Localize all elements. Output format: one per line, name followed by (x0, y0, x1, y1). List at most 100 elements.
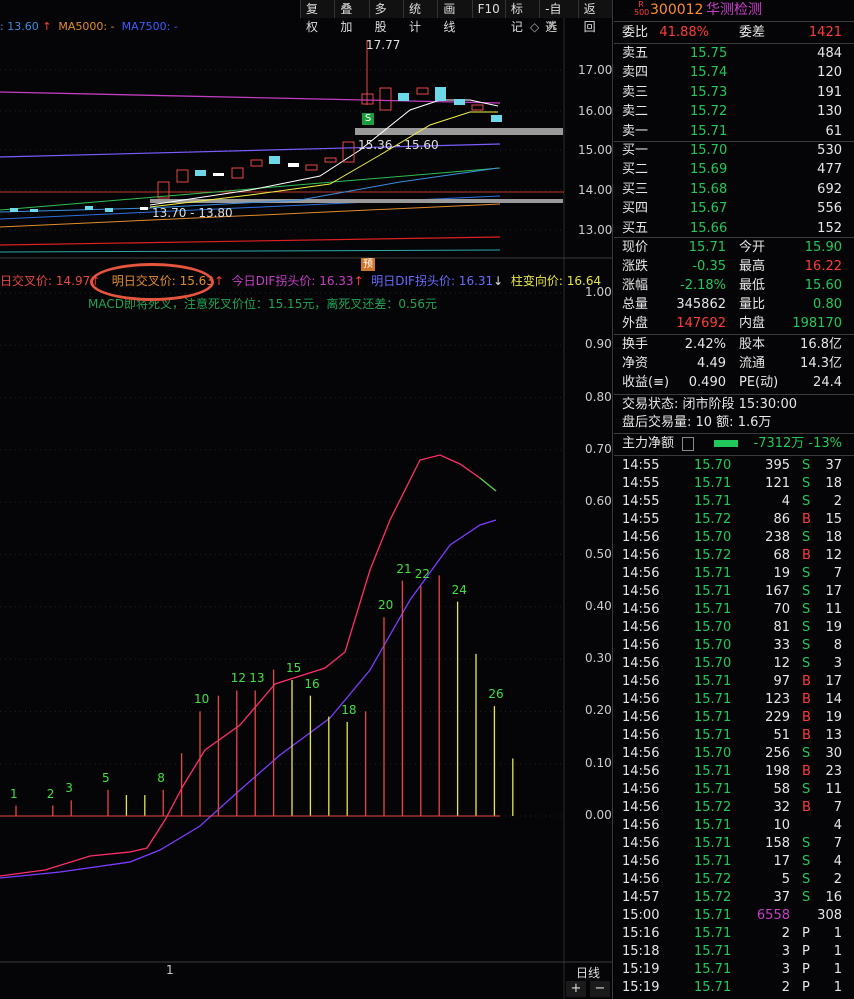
chart-bottom-bar: 1 日线 + − (0, 962, 612, 999)
tick-row: 15:18 15.71 3 P 1 (614, 943, 854, 961)
tick-volume: 6558 (756, 908, 790, 923)
toolbar-button-5[interactable]: F10 (471, 0, 505, 18)
toolbar-button-4[interactable]: 画线 (437, 0, 472, 34)
tick-time: 14:56 (622, 566, 660, 581)
tick-count: 37 (825, 458, 842, 473)
tick-volume: 70 (773, 602, 790, 617)
ask-row[interactable]: 卖三 15.73 191 (614, 84, 854, 102)
tick-flag: B (802, 674, 811, 689)
ask-row[interactable]: 卖五 15.75 484 (614, 45, 854, 63)
book-volume: 120 (817, 65, 842, 81)
close-icon[interactable]: ✕ (546, 18, 558, 34)
zoom-in-button[interactable]: + (566, 981, 586, 997)
book-price: 15.71 (690, 123, 728, 139)
tick-row: 14:56 15.70 81 S 19 (614, 619, 854, 637)
ask-row[interactable]: 卖二 15.72 130 (614, 103, 854, 121)
ma-legend-arrow: ↑ (42, 20, 52, 33)
tick-count: 19 (825, 710, 842, 725)
legend-bar-turn: 柱变向价: 16.64 (510, 274, 602, 288)
stat-row: 涨跌 -0.35 最高 16.22 (614, 258, 854, 276)
ask-row[interactable]: 卖一 15.71 61 (614, 123, 854, 141)
macd-bar-label: 15 (286, 661, 302, 676)
book-volume: 484 (817, 46, 842, 61)
toolbar-button-1[interactable]: 叠加 (334, 0, 369, 34)
tick-price: 15.72 (694, 548, 732, 563)
tick-flag: S (802, 566, 811, 581)
tick-count: 1 (833, 962, 842, 977)
tick-count: 17 (825, 674, 842, 689)
toolbar-button-3[interactable]: 统计 (402, 0, 438, 34)
tick-price: 15.72 (694, 800, 732, 815)
diamond-icon[interactable]: ◇ (530, 20, 540, 34)
macd-bar-label: 20 (378, 598, 394, 613)
tick-time: 15:18 (622, 944, 660, 959)
tick-volume: 5 (781, 872, 790, 887)
toolbar-button-8[interactable]: 返回 (577, 0, 612, 34)
tick-count: 13 (825, 728, 842, 743)
tick-price: 15.72 (694, 512, 732, 527)
stat-value: 16.22 (804, 259, 842, 274)
weibi-label: 委比 (622, 25, 649, 40)
book-price: 15.75 (690, 46, 728, 61)
tick-price: 15.71 (694, 674, 732, 689)
tick-flag: S (802, 584, 811, 599)
tick-flag: S (802, 458, 811, 473)
tick-price: 15.70 (694, 656, 732, 671)
toolbar-button-0[interactable]: 复权 (300, 0, 335, 34)
tick-count: 16 (825, 890, 842, 905)
tick-volume: 2 (781, 926, 790, 941)
book-level-label: 买三 (622, 181, 649, 197)
bid-row[interactable]: 买五 15.66 152 (614, 220, 854, 238)
tick-volume: 158 (765, 836, 790, 851)
price-axis-tick: 13.00 (578, 223, 613, 237)
tick-time: 15:16 (622, 926, 660, 941)
macd-warning: MACD即将死叉，注意死叉价位：15.15元，离死叉还差：0.56元 (88, 297, 438, 311)
stock-code: 300012 (650, 2, 704, 18)
tick-count: 1 (833, 980, 842, 995)
tick-flag: B (802, 512, 811, 527)
toolbar-button-7[interactable]: -自选 (539, 0, 578, 34)
kline-chart-panel[interactable]: 复权 叠加 多股 统计 画线 F10 标记 -自选 返回 : 13.60 ↑ MA5000: -… (0, 0, 612, 999)
ma-legend-value: : 13.60 (0, 20, 39, 33)
tick-volume: 19 (773, 566, 790, 581)
price-axis-tick: 15.00 (578, 143, 613, 157)
ma5000-legend: MA5000: - (58, 20, 115, 33)
tick-price: 15.70 (694, 746, 732, 761)
tick-flag: B (802, 728, 811, 743)
stat-label: 涨幅 (622, 278, 649, 293)
stat-label: 收益(≡) (622, 375, 670, 390)
flow-chart-icon[interactable] (682, 437, 694, 451)
stat-label: 内盘 (739, 316, 766, 331)
ask-row[interactable]: 卖四 15.74 120 (614, 64, 854, 82)
tick-count: 12 (825, 548, 842, 563)
tick-price: 15.71 (694, 854, 732, 869)
bid-row[interactable]: 买二 15.69 477 (614, 161, 854, 179)
zoom-out-button[interactable]: − (590, 981, 610, 997)
toolbar-button-6[interactable]: 标记 (504, 0, 540, 34)
tick-row: 14:55 15.71 121 S 18 (614, 475, 854, 493)
toolbar-button-2[interactable]: 多股 (368, 0, 403, 34)
macd-bar-label: 3 (65, 781, 73, 796)
bid-row[interactable]: 买一 15.70 530 (614, 142, 854, 160)
book-level-label: 卖四 (622, 65, 649, 81)
tick-volume: 2 (781, 980, 790, 995)
tick-row: 15:00 15.71 6558 308 (614, 907, 854, 925)
stat-row: 现价 15.71 今开 15.90 (614, 239, 854, 257)
bid-row[interactable]: 买四 15.67 556 (614, 200, 854, 218)
period-label[interactable]: 日线 (575, 966, 600, 980)
tick-row: 14:56 15.71 158 S 7 (614, 835, 854, 853)
tick-price: 15.71 (694, 764, 732, 779)
book-price: 15.69 (690, 162, 728, 178)
stat-label: 今开 (739, 240, 766, 255)
bid-row[interactable]: 买三 15.68 692 (614, 181, 854, 199)
range-hi-label: 15.36 - 15.60 (358, 138, 439, 152)
book-price: 15.74 (690, 65, 728, 81)
tick-volume: 58 (773, 782, 790, 797)
book-price: 15.66 (690, 220, 728, 236)
tick-count: 18 (825, 476, 842, 491)
tick-price: 15.71 (694, 584, 732, 599)
range-lo-label: 13.70 - 13.80 (152, 206, 233, 220)
book-price: 15.70 (690, 143, 728, 158)
tick-price: 15.71 (694, 818, 732, 833)
legend-today-cross: 日交叉价: 14.97 (0, 274, 91, 288)
